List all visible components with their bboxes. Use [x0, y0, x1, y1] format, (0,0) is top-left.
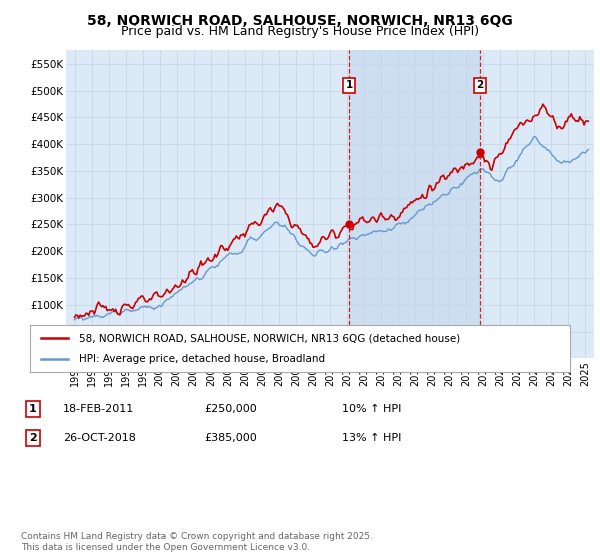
Bar	[349, 50, 480, 358]
Text: Price paid vs. HM Land Registry's House Price Index (HPI): Price paid vs. HM Land Registry's House …	[121, 25, 479, 38]
Text: 18-FEB-2011: 18-FEB-2011	[63, 404, 134, 414]
Text: 26-OCT-2018: 26-OCT-2018	[63, 433, 136, 443]
Text: 10% ↑ HPI: 10% ↑ HPI	[342, 404, 401, 414]
Text: HPI: Average price, detached house, Broadland: HPI: Average price, detached house, Broa…	[79, 354, 325, 364]
Text: 58, NORWICH ROAD, SALHOUSE, NORWICH, NR13 6QG: 58, NORWICH ROAD, SALHOUSE, NORWICH, NR1…	[87, 14, 513, 28]
Text: 58, NORWICH ROAD, SALHOUSE, NORWICH, NR13 6QG (detached house): 58, NORWICH ROAD, SALHOUSE, NORWICH, NR1…	[79, 333, 460, 343]
Text: £385,000: £385,000	[204, 433, 257, 443]
Text: 2: 2	[29, 433, 37, 443]
Text: 13% ↑ HPI: 13% ↑ HPI	[342, 433, 401, 443]
Text: £250,000: £250,000	[204, 404, 257, 414]
Text: 2: 2	[476, 80, 484, 90]
Text: 1: 1	[346, 80, 353, 90]
Text: Contains HM Land Registry data © Crown copyright and database right 2025.
This d: Contains HM Land Registry data © Crown c…	[21, 532, 373, 552]
Text: 1: 1	[29, 404, 37, 414]
